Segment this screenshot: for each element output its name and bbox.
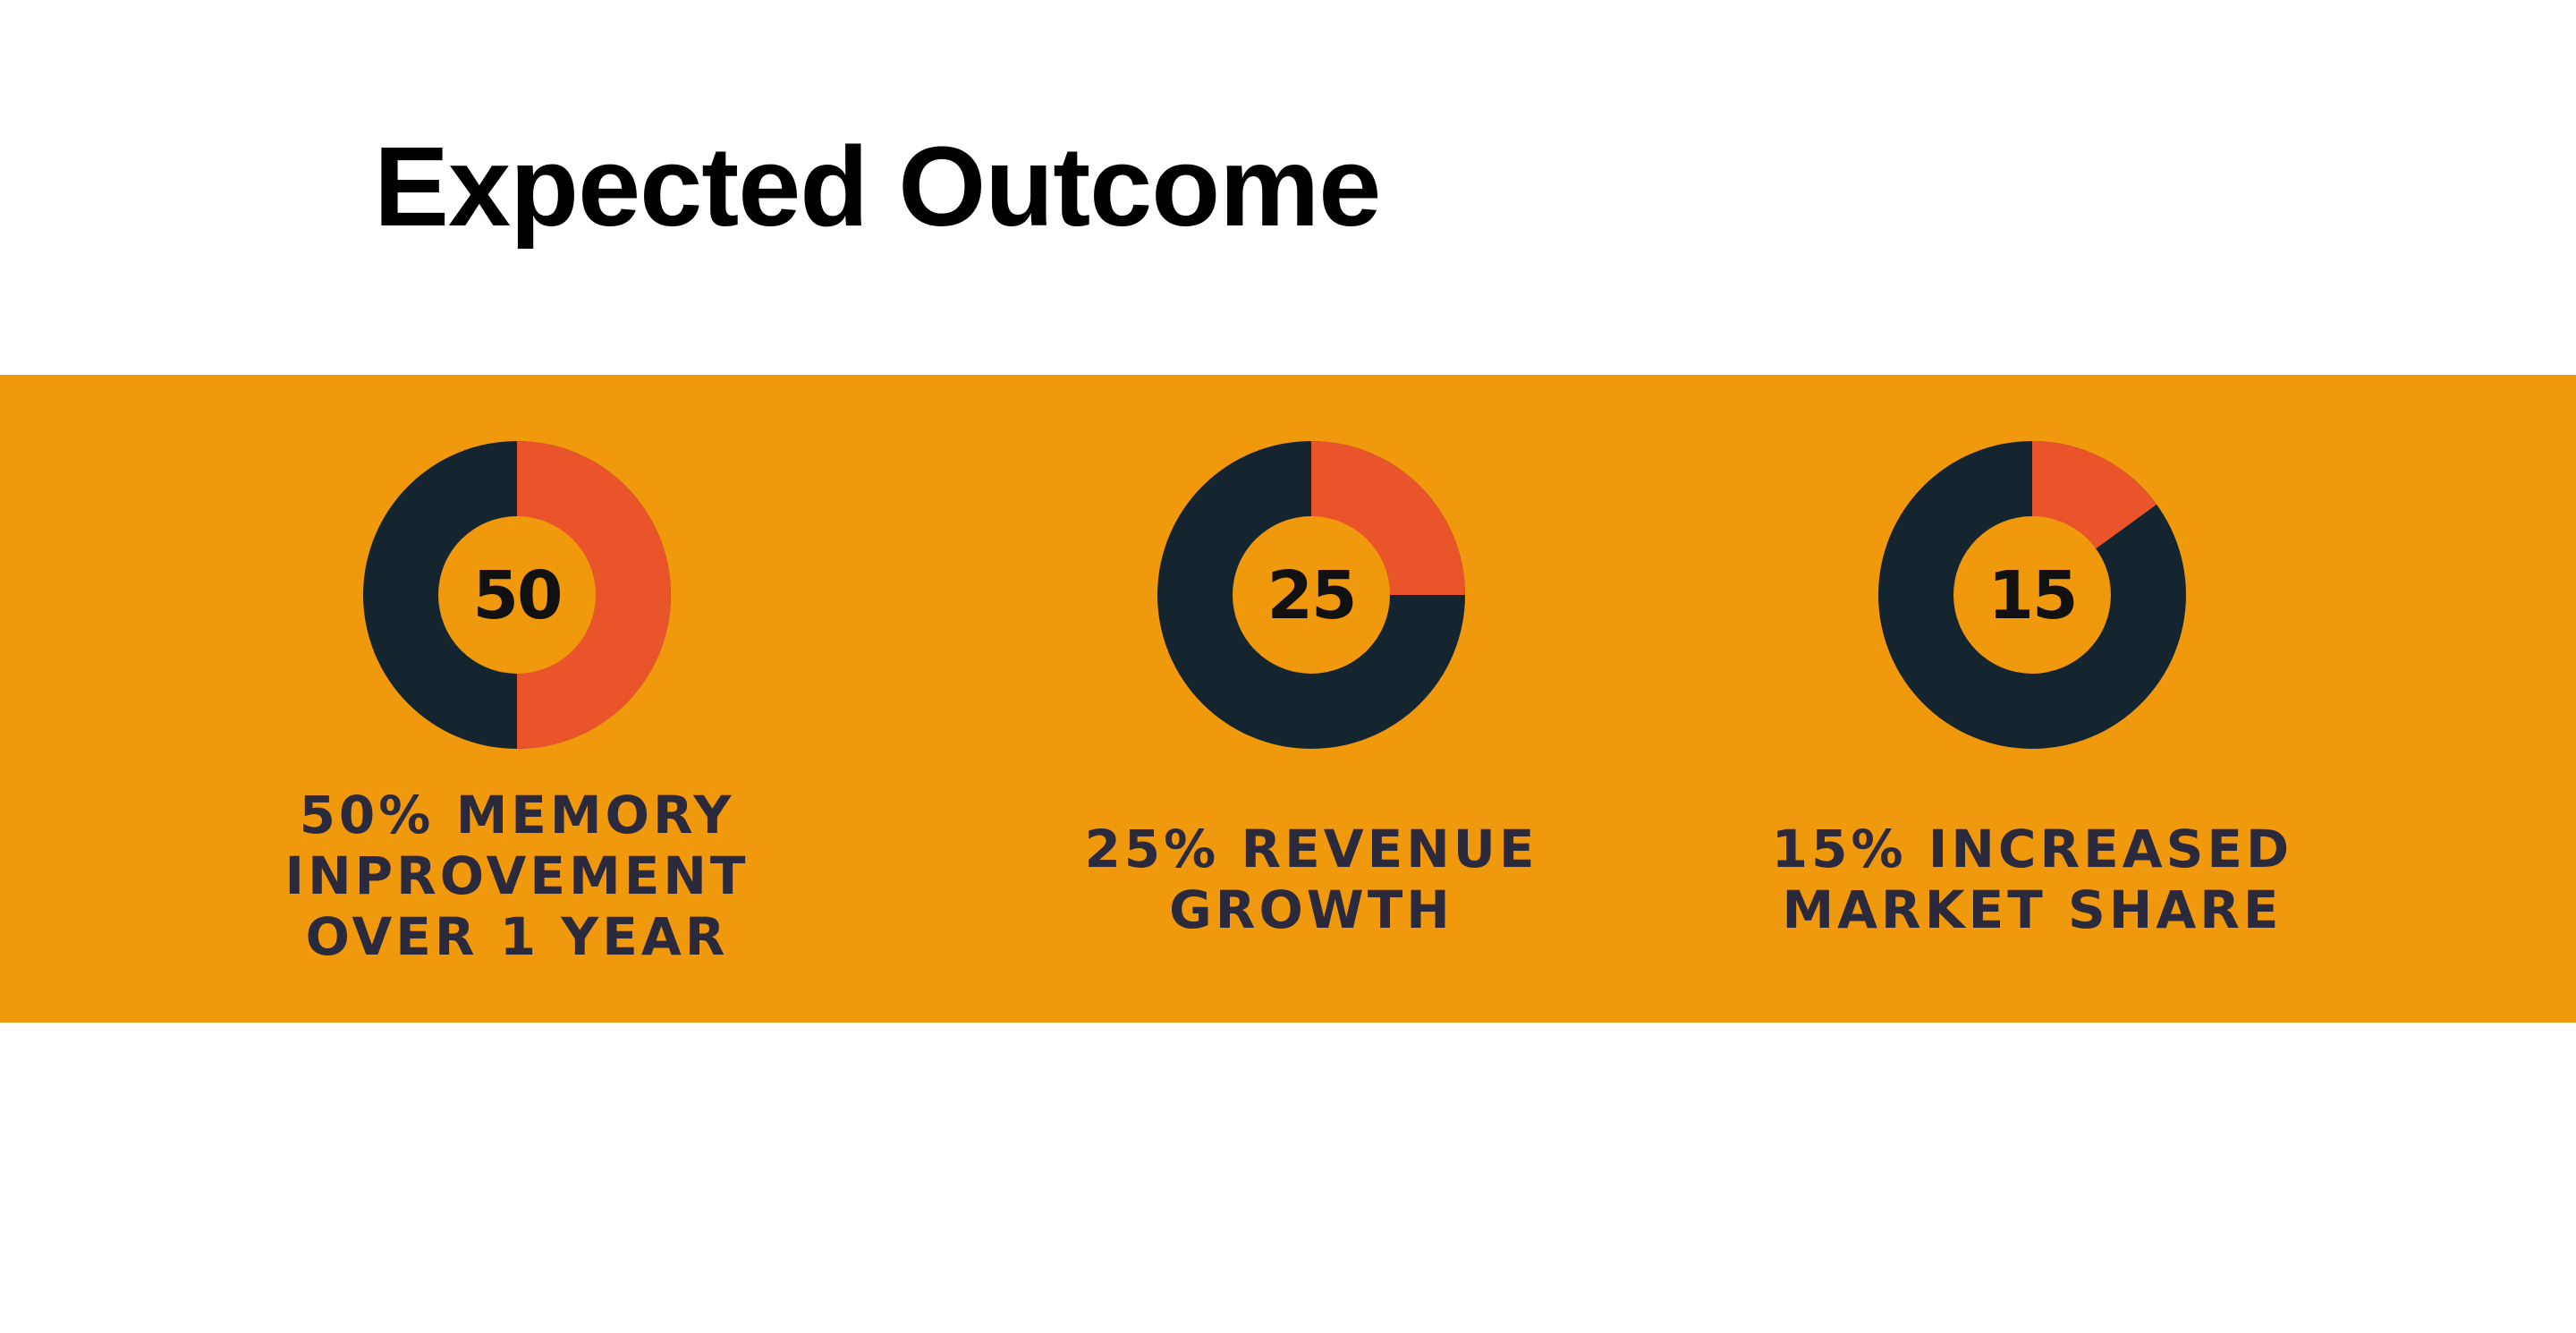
donut-value-label: 15 <box>1988 557 2077 634</box>
outcome-caption: 15% INCREASED MARKET SHARE <box>1771 819 2293 940</box>
outcome-market-share: 15 15% INCREASED MARKET SHARE <box>1674 375 2390 1023</box>
donut-chart-memory: 50 <box>363 441 671 749</box>
outcome-caption: 50% MEMORY INPROVEMENT OVER 1 YEAR <box>284 785 750 967</box>
donut-chart-revenue: 25 <box>1157 441 1465 749</box>
donut-chart-market-share: 15 <box>1878 441 2186 749</box>
donut-value-label: 25 <box>1267 557 1356 634</box>
donut-hole <box>1953 516 2111 674</box>
donut-value-label: 50 <box>473 557 562 634</box>
page-title: Expected Outcome <box>374 123 1381 250</box>
outcome-band: 50 50% MEMORY INPROVEMENT OVER 1 YEAR 25… <box>0 375 2576 1023</box>
donut-hole <box>1233 516 1390 674</box>
donut-hole <box>438 516 596 674</box>
outcome-memory: 50 50% MEMORY INPROVEMENT OVER 1 YEAR <box>159 375 875 1023</box>
outcome-revenue: 25 25% REVENUE GROWTH <box>953 375 1669 1023</box>
outcome-caption: 25% REVENUE GROWTH <box>1084 819 1538 940</box>
